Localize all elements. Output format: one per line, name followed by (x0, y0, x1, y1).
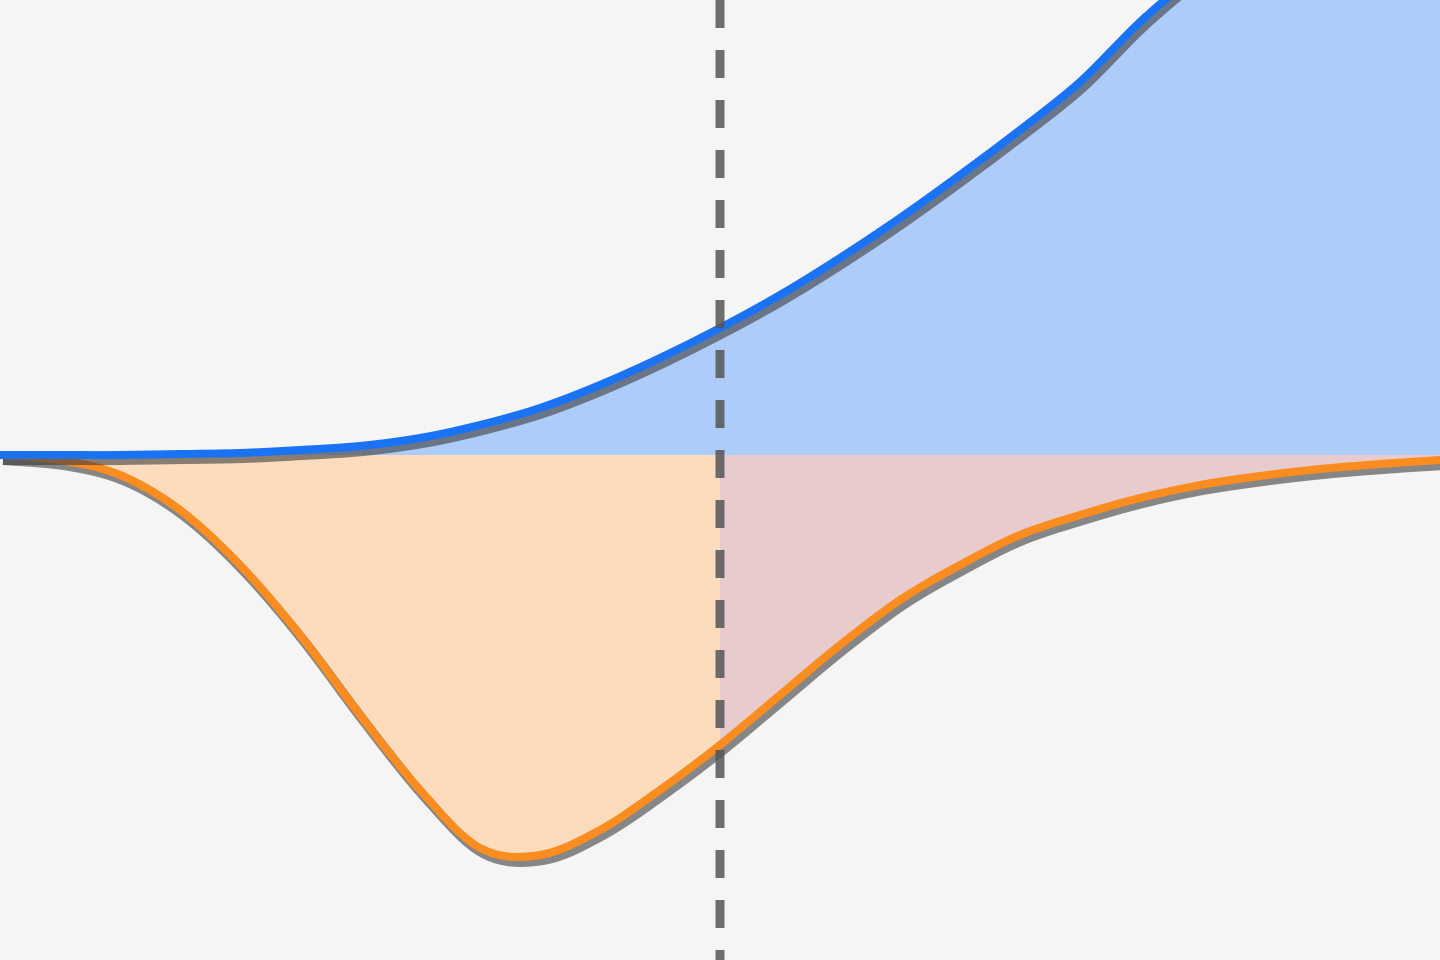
line-shadow (2, 0, 1182, 466)
line (0, 451, 1440, 861)
line (0, 0, 1172, 460)
area-fill (0, 0, 1440, 456)
area-fill (0, 455, 720, 857)
area-fill (720, 455, 1440, 745)
